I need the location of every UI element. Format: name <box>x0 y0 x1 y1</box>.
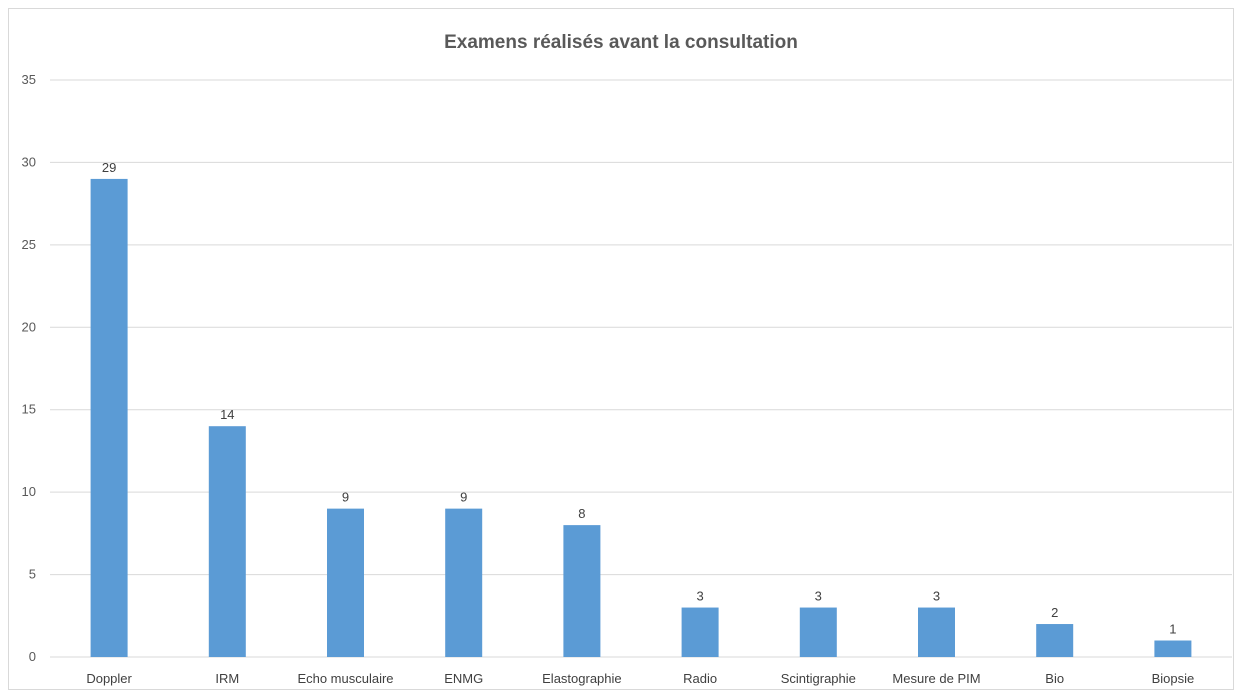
data-labels: 29 14 9 9 8 3 3 3 2 1 <box>102 160 1177 637</box>
y-tick-label: 25 <box>22 237 36 252</box>
x-tick-label: Echo musculaire <box>297 671 393 686</box>
bar-irm <box>208 426 246 657</box>
x-tick-label: Radio <box>683 671 717 686</box>
chart-title: Examens réalisés avant la consultation <box>444 32 798 53</box>
x-tick-label: ENMG <box>444 671 483 686</box>
bar-echo-musculaire <box>327 508 364 657</box>
y-tick-label: 0 <box>29 649 36 664</box>
data-label: 3 <box>815 589 822 604</box>
x-axis-labels: Doppler IRM Echo musculaire ENMG Elastograph… <box>86 671 1194 686</box>
y-tick-label: 20 <box>22 319 36 334</box>
gridlines <box>50 79 1232 658</box>
data-label: 8 <box>578 506 585 521</box>
data-label: 1 <box>1169 622 1176 637</box>
data-label: 3 <box>933 589 940 604</box>
y-tick-label: 30 <box>22 154 36 169</box>
bar-radio <box>681 607 719 657</box>
x-tick-label: Bio <box>1045 671 1064 686</box>
x-tick-label: Biopsie <box>1152 671 1195 686</box>
y-axis-ticks: 0 5 10 15 20 25 30 35 <box>22 72 36 664</box>
x-tick-label: Scintigraphie <box>781 671 856 686</box>
bar-doppler <box>90 178 128 657</box>
bar-bio <box>1036 624 1074 657</box>
bar-elastographie <box>563 525 601 657</box>
y-tick-label: 10 <box>22 484 36 499</box>
x-tick-label: IRM <box>215 671 239 686</box>
bar-mesure-de-pim <box>918 607 955 657</box>
data-label: 3 <box>696 589 703 604</box>
data-label: 29 <box>102 160 116 175</box>
data-label: 9 <box>460 490 467 505</box>
bar-biopsie <box>1154 640 1192 657</box>
data-label: 2 <box>1051 605 1058 620</box>
data-label: 9 <box>342 490 349 505</box>
x-tick-label: Doppler <box>86 671 132 686</box>
x-tick-label: Mesure de PIM <box>892 671 980 686</box>
y-tick-label: 5 <box>29 567 36 582</box>
data-label: 14 <box>220 407 234 422</box>
bar-enmg <box>445 508 483 657</box>
y-tick-label: 15 <box>22 402 36 417</box>
y-tick-label: 35 <box>22 72 36 87</box>
bars <box>90 178 1192 657</box>
x-tick-label: Elastographie <box>542 671 622 686</box>
bar-scintigraphie <box>799 607 837 657</box>
